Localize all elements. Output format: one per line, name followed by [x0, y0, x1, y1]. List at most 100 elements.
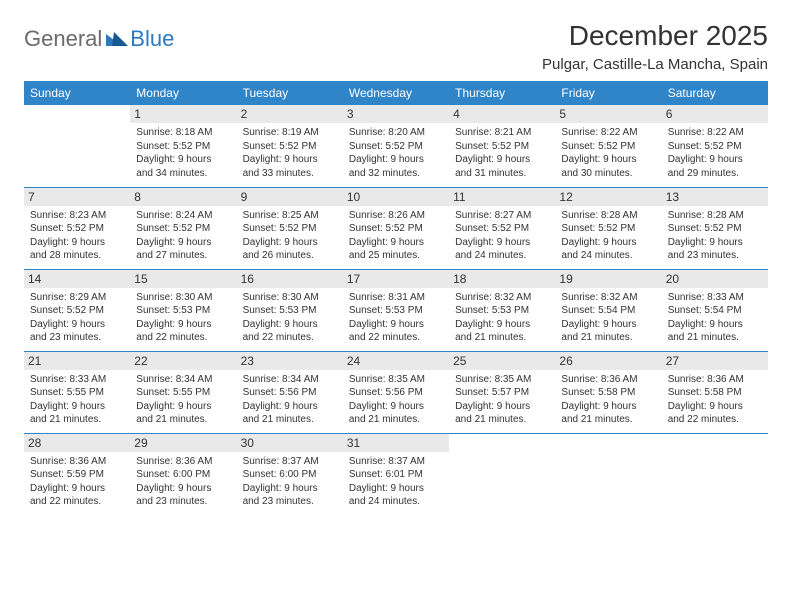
weekday-header: Friday	[555, 81, 661, 105]
weekday-header: Thursday	[449, 81, 555, 105]
location: Pulgar, Castille-La Mancha, Spain	[542, 56, 768, 73]
day-number: 13	[662, 188, 768, 206]
day-number: 6	[662, 105, 768, 123]
weekday-header-row: Sunday Monday Tuesday Wednesday Thursday…	[24, 81, 768, 105]
day-number: 17	[343, 270, 449, 288]
day-details: Sunrise: 8:26 AMSunset: 5:52 PMDaylight:…	[349, 209, 443, 263]
calendar-day-cell: 27Sunrise: 8:36 AMSunset: 5:58 PMDayligh…	[662, 351, 768, 433]
calendar-day-cell: 29Sunrise: 8:36 AMSunset: 6:00 PMDayligh…	[130, 433, 236, 515]
day-details: Sunrise: 8:32 AMSunset: 5:53 PMDaylight:…	[455, 291, 549, 345]
day-details: Sunrise: 8:28 AMSunset: 5:52 PMDaylight:…	[561, 209, 655, 263]
day-number: 26	[555, 352, 661, 370]
day-number: 11	[449, 188, 555, 206]
calendar-day-cell: 23Sunrise: 8:34 AMSunset: 5:56 PMDayligh…	[237, 351, 343, 433]
day-details: Sunrise: 8:37 AMSunset: 6:01 PMDaylight:…	[349, 455, 443, 509]
calendar-day-cell: 12 Sunrise: 8:28 AMSunset: 5:52 PMDayligh…	[555, 187, 661, 269]
month-title: December 2025	[542, 20, 768, 52]
day-number: 18	[449, 270, 555, 288]
day-number: 7	[24, 188, 130, 206]
calendar-day-cell: 24 Sunrise: 8:35 AMSunset: 5:56 PMDayligh…	[343, 351, 449, 433]
day-number: 19	[555, 270, 661, 288]
calendar-day-cell: 6 Sunrise: 8:22 AMSunset: 5:52 PMDaylight…	[662, 105, 768, 187]
logo-text-blue: Blue	[130, 26, 174, 52]
calendar-week-row: 28 Sunrise: 8:36 AMSunset: 5:59 PMDayligh…	[24, 433, 768, 515]
day-details: Sunrise: 8:20 AMSunset: 5:52 PMDaylight:…	[349, 126, 443, 180]
day-details: Sunrise: 8:34 AMSunset: 5:56 PMDaylight:…	[243, 373, 337, 427]
weekday-header: Monday	[130, 81, 236, 105]
calendar-table: Sunday Monday Tuesday Wednesday Thursday…	[24, 81, 768, 515]
calendar-day-cell: 5Sunrise: 8:22 AMSunset: 5:52 PMDaylight…	[555, 105, 661, 187]
day-details: Sunrise: 8:35 AMSunset: 5:56 PMDaylight:…	[349, 373, 443, 427]
day-details: Sunrise: 8:34 AMSunset: 5:55 PMDaylight:…	[136, 373, 230, 427]
day-details: Sunrise: 8:27 AMSunset: 5:52 PMDaylight:…	[455, 209, 549, 263]
calendar-day-cell	[449, 433, 555, 515]
calendar-day-cell: 11 Sunrise: 8:27 AMSunset: 5:52 PMDayligh…	[449, 187, 555, 269]
day-number: 4	[449, 105, 555, 123]
calendar-day-cell: 9 Sunrise: 8:25 AMSunset: 5:52 PMDaylight…	[237, 187, 343, 269]
calendar-day-cell: 19Sunrise: 8:32 AMSunset: 5:54 PMDayligh…	[555, 269, 661, 351]
header: General Blue December 2025 Pulgar, Casti…	[24, 20, 768, 73]
day-details: Sunrise: 8:33 AMSunset: 5:55 PMDaylight:…	[30, 373, 124, 427]
weekday-header: Sunday	[24, 81, 130, 105]
calendar-day-cell	[24, 105, 130, 187]
day-details: Sunrise: 8:36 AMSunset: 5:58 PMDaylight:…	[668, 373, 762, 427]
day-number: 20	[662, 270, 768, 288]
calendar-day-cell: 28 Sunrise: 8:36 AMSunset: 5:59 PMDayligh…	[24, 433, 130, 515]
day-details: Sunrise: 8:19 AMSunset: 5:52 PMDaylight:…	[243, 126, 337, 180]
title-block: December 2025 Pulgar, Castille-La Mancha…	[542, 20, 768, 73]
calendar-day-cell	[555, 433, 661, 515]
day-number: 28	[24, 434, 130, 452]
calendar-day-cell: 18 Sunrise: 8:32 AMSunset: 5:53 PMDayligh…	[449, 269, 555, 351]
day-details: Sunrise: 8:30 AMSunset: 5:53 PMDaylight:…	[243, 291, 337, 345]
weekday-header: Tuesday	[237, 81, 343, 105]
day-details: Sunrise: 8:30 AMSunset: 5:53 PMDaylight:…	[136, 291, 230, 345]
calendar-day-cell: 25Sunrise: 8:35 AMSunset: 5:57 PMDayligh…	[449, 351, 555, 433]
calendar-day-cell: 31 Sunrise: 8:37 AMSunset: 6:01 PMDayligh…	[343, 433, 449, 515]
day-details: Sunrise: 8:36 AMSunset: 5:58 PMDaylight:…	[561, 373, 655, 427]
day-number: 25	[449, 352, 555, 370]
calendar-day-cell: 20Sunrise: 8:33 AMSunset: 5:54 PMDayligh…	[662, 269, 768, 351]
day-number: 30	[237, 434, 343, 452]
day-details: Sunrise: 8:22 AMSunset: 5:52 PMDaylight:…	[668, 126, 762, 180]
day-number: 12	[555, 188, 661, 206]
day-number: 5	[555, 105, 661, 123]
day-details: Sunrise: 8:31 AMSunset: 5:53 PMDaylight:…	[349, 291, 443, 345]
calendar-day-cell: 7Sunrise: 8:23 AMSunset: 5:52 PMDaylight…	[24, 187, 130, 269]
day-details: Sunrise: 8:28 AMSunset: 5:52 PMDaylight:…	[668, 209, 762, 263]
calendar-week-row: 21 Sunrise: 8:33 AMSunset: 5:55 PMDayligh…	[24, 351, 768, 433]
calendar-day-cell: 1 Sunrise: 8:18 AMSunset: 5:52 PMDaylight…	[130, 105, 236, 187]
logo-triangle-icon	[106, 32, 128, 46]
day-number: 15	[130, 270, 236, 288]
day-number: 9	[237, 188, 343, 206]
calendar-day-cell: 4 Sunrise: 8:21 AMSunset: 5:52 PMDaylight…	[449, 105, 555, 187]
day-number: 31	[343, 434, 449, 452]
day-details: Sunrise: 8:25 AMSunset: 5:52 PMDaylight:…	[243, 209, 337, 263]
calendar-week-row: 7Sunrise: 8:23 AMSunset: 5:52 PMDaylight…	[24, 187, 768, 269]
day-number: 22	[130, 352, 236, 370]
day-details: Sunrise: 8:21 AMSunset: 5:52 PMDaylight:…	[455, 126, 549, 180]
day-number: 8	[130, 188, 236, 206]
day-number: 16	[237, 270, 343, 288]
day-number: 10	[343, 188, 449, 206]
calendar-day-cell	[662, 433, 768, 515]
calendar-day-cell: 30Sunrise: 8:37 AMSunset: 6:00 PMDayligh…	[237, 433, 343, 515]
calendar-day-cell: 22 Sunrise: 8:34 AMSunset: 5:55 PMDayligh…	[130, 351, 236, 433]
day-number: 21	[24, 352, 130, 370]
calendar-day-cell: 17 Sunrise: 8:31 AMSunset: 5:53 PMDayligh…	[343, 269, 449, 351]
weekday-header: Wednesday	[343, 81, 449, 105]
logo: General Blue	[24, 20, 174, 52]
day-number: 1	[130, 105, 236, 123]
calendar-day-cell: 15 Sunrise: 8:30 AMSunset: 5:53 PMDayligh…	[130, 269, 236, 351]
day-number: 24	[343, 352, 449, 370]
day-number: 3	[343, 105, 449, 123]
logo-text-general: General	[24, 26, 102, 52]
day-details: Sunrise: 8:18 AMSunset: 5:52 PMDaylight:…	[136, 126, 230, 180]
calendar-week-row: 14Sunrise: 8:29 AMSunset: 5:52 PMDayligh…	[24, 269, 768, 351]
day-details: Sunrise: 8:36 AMSunset: 5:59 PMDaylight:…	[30, 455, 124, 509]
day-number: 2	[237, 105, 343, 123]
day-details: Sunrise: 8:24 AMSunset: 5:52 PMDaylight:…	[136, 209, 230, 263]
calendar-day-cell: 2 Sunrise: 8:19 AMSunset: 5:52 PMDaylight…	[237, 105, 343, 187]
calendar-day-cell: 26 Sunrise: 8:36 AMSunset: 5:58 PMDayligh…	[555, 351, 661, 433]
calendar-day-cell: 21 Sunrise: 8:33 AMSunset: 5:55 PMDayligh…	[24, 351, 130, 433]
calendar-day-cell: 8 Sunrise: 8:24 AMSunset: 5:52 PMDaylight…	[130, 187, 236, 269]
